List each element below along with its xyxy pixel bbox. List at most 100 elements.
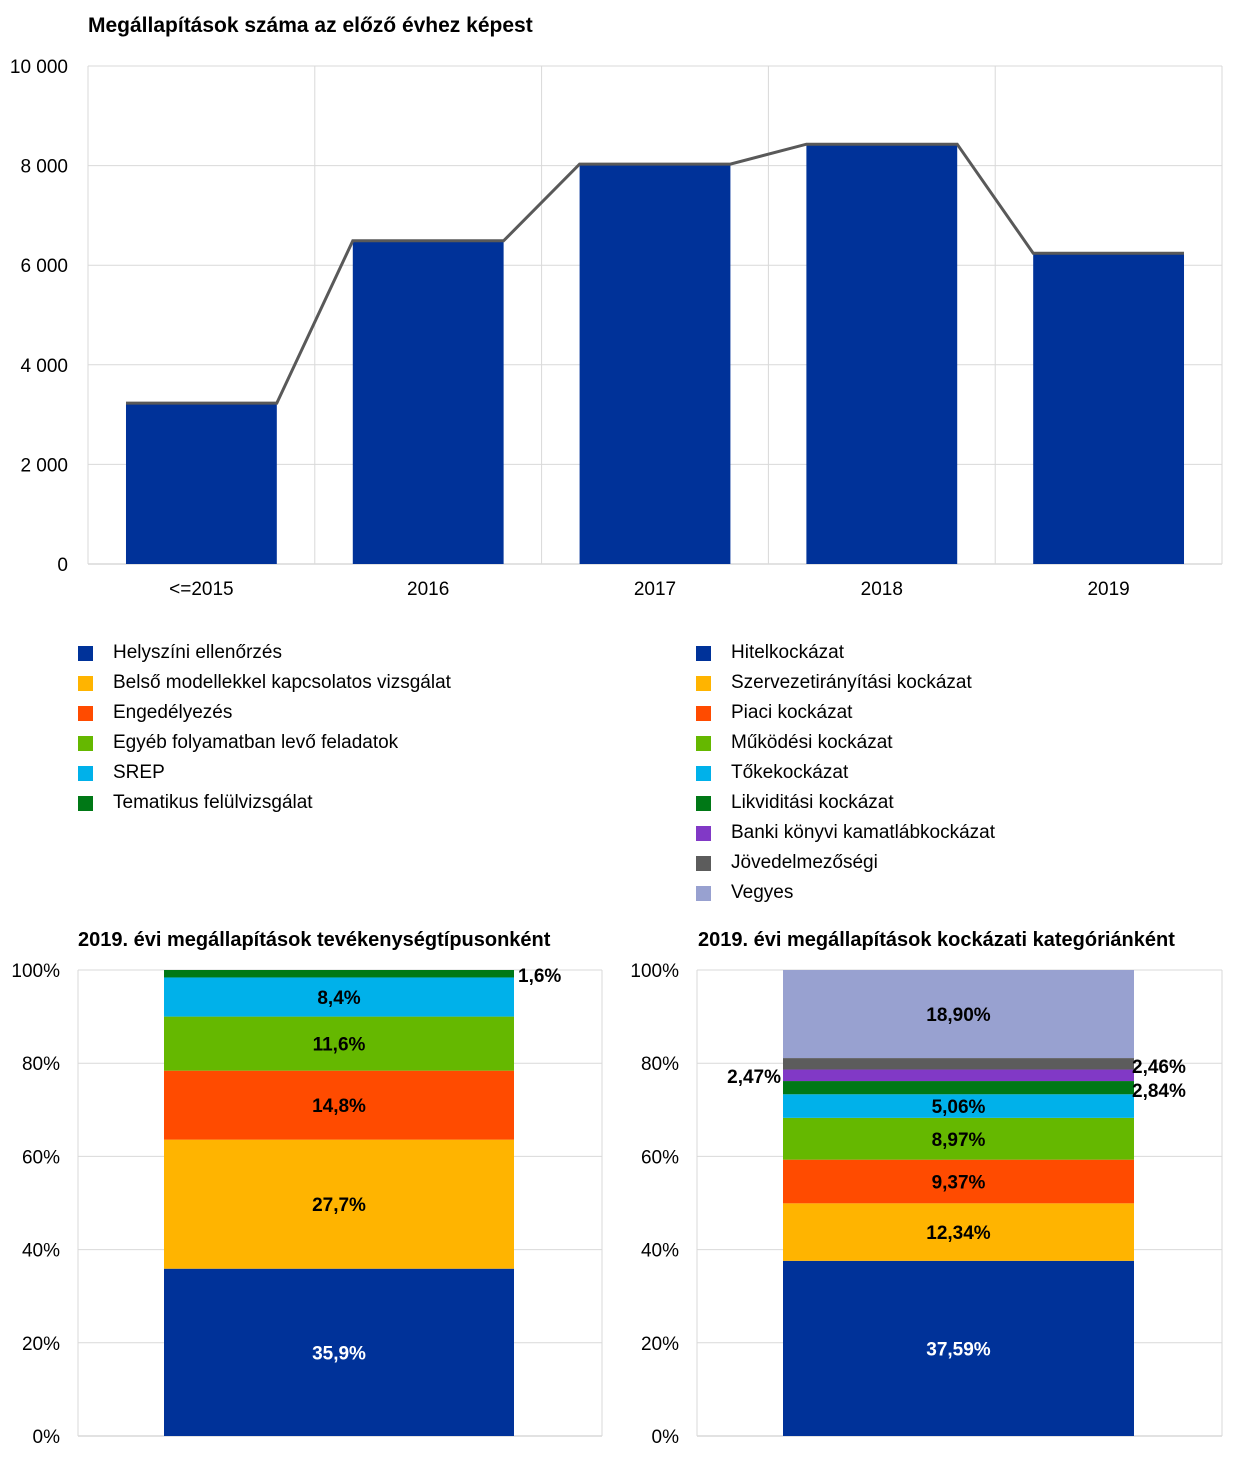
legend-item: Engedélyezés: [78, 698, 451, 728]
data-label: 37,59%: [926, 1339, 991, 1360]
x-tick-label: <=2015: [169, 579, 233, 600]
stacked-segment: [783, 1117, 1134, 1160]
legend-label: Szervezetirányítási kockázat: [731, 672, 972, 693]
data-label: 11,6%: [313, 1035, 366, 1056]
y-tick-label: 40%: [22, 1241, 60, 1262]
legend-label: Piaci kockázat: [731, 702, 853, 723]
y-tick-label: 100%: [630, 961, 679, 982]
top-bar-chart: Megállapítások száma az előző évhez képe…: [10, 14, 1223, 600]
legend-item: SREP: [78, 758, 451, 788]
legend-swatch: [696, 765, 711, 781]
stacked-segment: [164, 1070, 514, 1140]
risk-stacked-chart: 2019. évi megállapítások kockázati kateg…: [630, 929, 1223, 1448]
stacked-segment: [783, 1069, 1134, 1082]
stacked-segment: [783, 1159, 1134, 1204]
legend-swatch: [78, 705, 93, 721]
top-chart-title: Megállapítások száma az előző évhez képe…: [88, 14, 533, 37]
y-tick-label: 6 000: [20, 256, 68, 277]
data-label: 12,34%: [926, 1223, 991, 1244]
legend-item: Helyszíni ellenőrzés: [78, 638, 451, 668]
legend-label: Jövedelmezőségi: [731, 852, 878, 873]
y-tick-label: 0%: [33, 1427, 61, 1448]
legend-swatch: [78, 795, 93, 811]
x-tick-label: 2017: [634, 579, 676, 600]
legend-item: Piaci kockázat: [696, 698, 995, 728]
legend-item: Tőkekockázat: [696, 758, 995, 788]
legend-swatch: [78, 645, 93, 661]
legend-swatch: [696, 675, 711, 691]
x-tick-label: 2016: [407, 579, 449, 600]
stacked-segment: [164, 1016, 514, 1071]
y-tick-label: 10 000: [10, 57, 68, 78]
legend-label: Likviditási kockázat: [731, 792, 894, 813]
legend-swatch: [696, 705, 711, 721]
legend-item: Egyéb folyamatban levő feladatok: [78, 728, 451, 758]
legend-item: Hitelkockázat: [696, 638, 995, 668]
risk-legend: Hitelkockázat Szervezetirányítási kockáza…: [696, 638, 995, 908]
legend-label: Banki könyvi kamatlábkockázat: [731, 822, 996, 843]
legend-label: Hitelkockázat: [731, 642, 844, 663]
stacked-segment: [783, 1094, 1134, 1118]
stacked-segment: [783, 1058, 1134, 1070]
y-tick-label: 60%: [22, 1147, 60, 1168]
stacked-segment: [783, 1203, 1134, 1261]
y-tick-label: 2 000: [20, 455, 68, 476]
data-label: 14,8%: [312, 1096, 366, 1117]
data-label: 8,4%: [317, 988, 360, 1009]
x-tick-label: 2019: [1087, 579, 1129, 600]
legend-swatch: [696, 735, 711, 751]
trend-line: [126, 142, 1184, 405]
legend-label: Engedélyezés: [113, 702, 233, 723]
legend-label: SREP: [113, 762, 165, 783]
bar: [806, 144, 958, 564]
legend-swatch: [696, 645, 711, 661]
y-tick-label: 20%: [641, 1334, 679, 1355]
risk-chart-title: 2019. évi megállapítások kockázati kateg…: [698, 929, 1175, 951]
legend-swatch: [78, 735, 93, 751]
data-label: 18,90%: [926, 1005, 991, 1026]
legend-swatch: [696, 825, 711, 841]
bar: [579, 164, 731, 564]
stacked-segment: [783, 970, 1134, 1059]
legend-label: Működési kockázat: [731, 732, 893, 753]
stacked-segment: [164, 970, 514, 978]
legend-label: Belső modellekkel kapcsolatos vizsgálat: [113, 672, 451, 693]
legend-label: Egyéb folyamatban levő feladatok: [113, 732, 399, 753]
data-label: 1,6%: [518, 966, 561, 987]
y-tick-label: 8 000: [20, 157, 68, 178]
y-tick-label: 40%: [641, 1241, 679, 1262]
legend-label: Tematikus felülvizsgálat: [113, 792, 313, 813]
legend-item: Likviditási kockázat: [696, 788, 995, 818]
y-tick-label: 20%: [22, 1334, 60, 1355]
y-tick-label: 4 000: [20, 356, 68, 377]
y-tick-label: 0: [57, 555, 68, 576]
legend-swatch: [696, 885, 711, 901]
legend-item: Belső modellekkel kapcsolatos vizsgálat: [78, 668, 451, 698]
stacked-segment: [783, 1260, 1134, 1436]
activity-stacked-chart: 2019. évi megállapítások tevékenységtípu…: [11, 929, 603, 1448]
x-tick-label: 2018: [861, 579, 903, 600]
stacked-segment: [164, 977, 514, 1017]
y-tick-label: 0%: [652, 1427, 680, 1448]
data-label: 2,84%: [1132, 1081, 1186, 1102]
y-tick-label: 60%: [641, 1147, 679, 1168]
activity-legend: Helyszíni ellenőrzés Belső modellekkel ka…: [78, 638, 451, 818]
data-label: 8,97%: [932, 1130, 986, 1151]
y-tick-label: 100%: [11, 961, 60, 982]
legend-swatch: [78, 765, 93, 781]
data-label: 5,06%: [932, 1097, 986, 1118]
data-label: 2,46%: [1132, 1057, 1186, 1078]
legend-swatch: [696, 855, 711, 871]
data-label: 9,37%: [932, 1172, 986, 1193]
y-tick-label: 80%: [641, 1054, 679, 1075]
y-tick-label: 80%: [22, 1054, 60, 1075]
legend-label: Tőkekockázat: [731, 762, 849, 783]
legend-label: Vegyes: [731, 882, 794, 903]
legend-item: Szervezetirányítási kockázat: [696, 668, 995, 698]
data-label: 35,9%: [312, 1343, 366, 1364]
bar: [1033, 253, 1185, 565]
stacked-segment: [783, 1081, 1134, 1095]
legend-item: Működési kockázat: [696, 728, 995, 758]
legend-item: Jövedelmezőségi: [696, 848, 995, 878]
